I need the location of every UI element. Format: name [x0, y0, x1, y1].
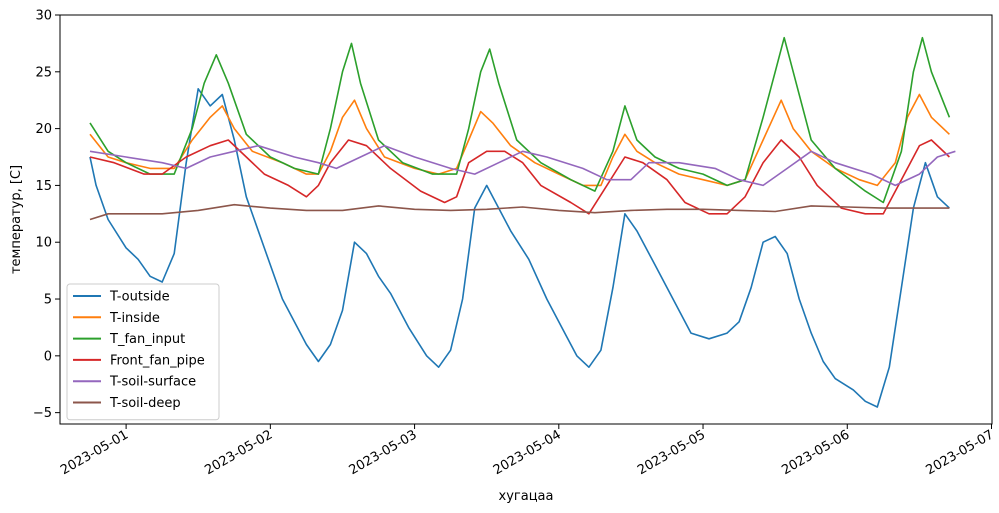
- y-tick-label: 0: [44, 349, 52, 364]
- x-tick-label: 2023-05-05: [635, 427, 708, 478]
- y-tick-label: 10: [35, 236, 52, 251]
- y-tick-label: 25: [35, 65, 52, 80]
- x-tick-label: 2023-05-01: [58, 427, 131, 478]
- y-axis-label: температур, [C]: [9, 165, 24, 274]
- x-tick-label: 2023-05-03: [347, 427, 420, 478]
- series-line-t-fan-input: [89, 36, 951, 204]
- legend-label: Front_fan_pipe: [110, 353, 205, 368]
- series-line-t-soil-deep: [89, 203, 950, 221]
- x-tick-label: 2023-05-07: [924, 427, 997, 478]
- x-axis-label: хугацаа: [499, 489, 554, 504]
- legend-label: T-inside: [109, 311, 160, 326]
- series-line-t-inside: [89, 93, 950, 187]
- legend-label: T-soil-deep: [109, 396, 181, 411]
- legend-box: [66, 283, 220, 421]
- x-tick-label: 2023-05-06: [779, 427, 852, 478]
- y-tick-label: −5: [33, 406, 52, 421]
- plot-area: [89, 36, 956, 408]
- x-tick-label: 2023-05-04: [491, 427, 564, 478]
- y-tick-label: 5: [44, 293, 52, 308]
- legend-label: T_fan_input: [109, 332, 185, 347]
- series-line-front-fan-pipe: [89, 139, 950, 215]
- series-line-t-soil-surface: [89, 144, 956, 187]
- y-tick-label: 15: [35, 179, 52, 194]
- x-tick-label: 2023-05-02: [202, 427, 275, 478]
- legend: T-outside T-inside T_fan_input Front_fan_pi…: [66, 283, 220, 421]
- plot-frame: [59, 14, 993, 425]
- series-line-t-outside: [89, 88, 950, 408]
- legend-label: T-soil-surface: [109, 375, 196, 390]
- y-tick-label: 30: [35, 9, 52, 24]
- y-tick-label: 20: [35, 122, 52, 137]
- legend-label: T-outside: [109, 290, 170, 305]
